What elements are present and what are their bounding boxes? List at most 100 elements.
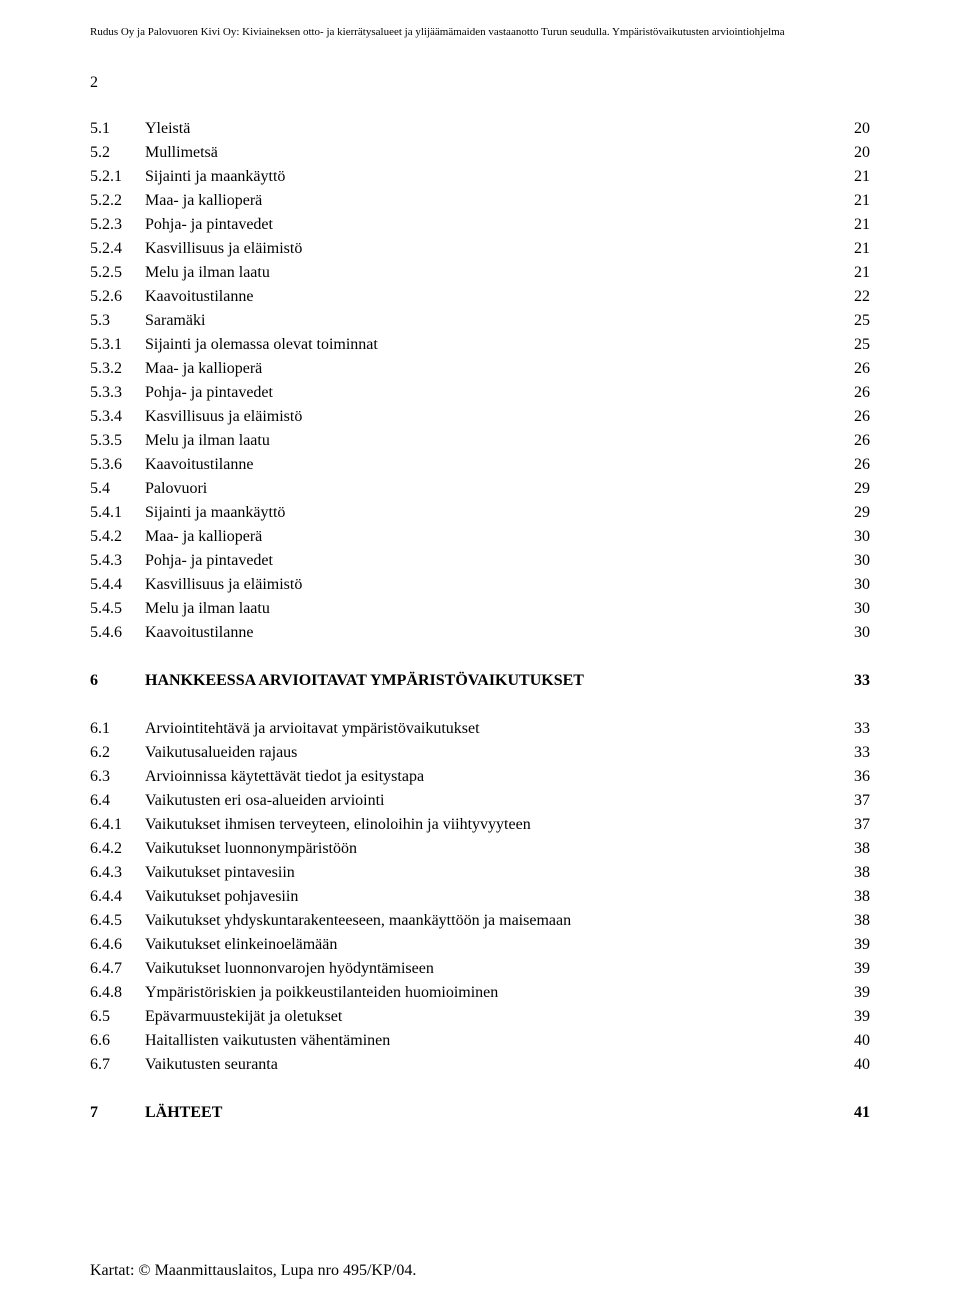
toc-number: 6.4.2 (90, 837, 145, 861)
toc-title: Sijainti ja olemassa olevat toiminnat (145, 333, 378, 357)
toc-title: Kasvillisuus ja eläimistö (145, 573, 302, 597)
toc-line: 5.4.6Kaavoitustilanne30 (90, 621, 870, 645)
toc-line: 6.4.7Vaikutukset luonnonvarojen hyödyntä… (90, 957, 870, 981)
toc-number: 5.3.6 (90, 453, 145, 477)
toc-line: 5.3.5Melu ja ilman laatu 26 (90, 429, 870, 453)
toc-line: 5.2Mullimetsä20 (90, 141, 870, 165)
toc-number: 6.4 (90, 789, 145, 813)
toc-line: 6.4.1Vaikutukset ihmisen terveyteen, eli… (90, 813, 870, 837)
toc-line: 5.2.6Kaavoitustilanne22 (90, 285, 870, 309)
toc-page: 39 (840, 957, 870, 981)
toc-title: Melu ja ilman laatu (145, 597, 270, 621)
toc-page: 37 (840, 813, 870, 837)
toc-title: Pohja- ja pintavedet (145, 213, 273, 237)
toc-number: 5.4.5 (90, 597, 145, 621)
toc-line: 6.4.2Vaikutukset luonnonympäristöön38 (90, 837, 870, 861)
toc-page: 26 (840, 357, 870, 381)
toc-page: 20 (840, 117, 870, 141)
toc-line: 5.2.4Kasvillisuus ja eläimistö21 (90, 237, 870, 261)
toc-number: 5.2.6 (90, 285, 145, 309)
toc-title: Kaavoitustilanne (145, 621, 253, 645)
toc-line: 6.4.3Vaikutukset pintavesiin38 (90, 861, 870, 885)
page-number: 2 (90, 74, 870, 92)
toc-title: Vaikutukset luonnonvarojen hyödyntämisee… (145, 957, 434, 981)
toc-number: 6.3 (90, 765, 145, 789)
toc-number: 5.2.1 (90, 165, 145, 189)
toc-number: 5.4.3 (90, 549, 145, 573)
toc-page: 26 (840, 429, 870, 453)
toc-title: Vaikutukset luonnonympäristöön (145, 837, 357, 861)
toc-page: 33 (840, 717, 870, 741)
toc-number: 5.2.5 (90, 261, 145, 285)
toc-page: 21 (840, 165, 870, 189)
toc-title: Saramäki (145, 309, 205, 333)
toc-number: 6.4.8 (90, 981, 145, 1005)
toc-title: Sijainti ja maankäyttö (145, 165, 285, 189)
toc-number: 6.6 (90, 1029, 145, 1053)
toc-number: 6.4.6 (90, 933, 145, 957)
toc-number: 5.3.4 (90, 405, 145, 429)
toc-line: 6.2Vaikutusalueiden rajaus 33 (90, 741, 870, 765)
toc-number: 5.4.1 (90, 501, 145, 525)
toc-page: 20 (840, 141, 870, 165)
toc-page: 25 (840, 333, 870, 357)
toc-number: 6.4.1 (90, 813, 145, 837)
toc-line: 5.3.6Kaavoitustilanne 26 (90, 453, 870, 477)
toc-title: Vaikutusten seuranta (145, 1053, 278, 1077)
toc-title: Kaavoitustilanne (145, 453, 253, 477)
toc-page: 40 (840, 1053, 870, 1077)
toc-line: 5.4.2Maa- ja kallioperä 30 (90, 525, 870, 549)
toc-title: Ympäristöriskien ja poikkeustilanteiden … (145, 981, 498, 1005)
toc-title: Vaikutusalueiden rajaus (145, 741, 297, 765)
toc-title: Pohja- ja pintavedet (145, 381, 273, 405)
toc-title: Epävarmuustekijät ja oletukset (145, 1005, 342, 1029)
toc-page: 21 (840, 213, 870, 237)
toc-page: 33 (840, 741, 870, 765)
toc-number: 5.4.4 (90, 573, 145, 597)
toc-page: 26 (840, 453, 870, 477)
toc-title: Haitallisten vaikutusten vähentäminen (145, 1029, 390, 1053)
toc-line: 6.3Arvioinnissa käytettävät tiedot ja es… (90, 765, 870, 789)
toc-section-7-heading: 7 LÄHTEET 41 (90, 1101, 870, 1125)
toc-title: Vaikutusten eri osa-alueiden arviointi (145, 789, 384, 813)
toc-page: 33 (840, 669, 870, 693)
toc-page: 38 (840, 909, 870, 933)
toc-line: 5.4.4Kasvillisuus ja eläimistö 30 (90, 573, 870, 597)
toc-page: 39 (840, 981, 870, 1005)
footer-text: Kartat: © Maanmittauslaitos, Lupa nro 49… (90, 1262, 416, 1280)
toc-number: 5.2 (90, 141, 145, 165)
toc-number: 6.4.4 (90, 885, 145, 909)
toc-page: 30 (840, 549, 870, 573)
toc-line: 6.4Vaikutusten eri osa-alueiden arvioint… (90, 789, 870, 813)
toc-number: 5.3.5 (90, 429, 145, 453)
toc-number: 6.2 (90, 741, 145, 765)
toc-page: 25 (840, 309, 870, 333)
toc-title: Yleistä (145, 117, 190, 141)
toc-title: Melu ja ilman laatu (145, 261, 270, 285)
toc-title: Maa- ja kallioperä (145, 525, 262, 549)
toc-line: 6.6Haitallisten vaikutusten vähentäminen… (90, 1029, 870, 1053)
toc-page: 26 (840, 405, 870, 429)
toc-page: 22 (840, 285, 870, 309)
toc-title: Melu ja ilman laatu (145, 429, 270, 453)
toc-page: 30 (840, 573, 870, 597)
toc-number: 5.3.1 (90, 333, 145, 357)
toc-page: 38 (840, 885, 870, 909)
toc-line: 5.2.1Sijainti ja maankäyttö 21 (90, 165, 870, 189)
toc-line: 5.3.3Pohja- ja pintavedet26 (90, 381, 870, 405)
toc-line: 6.4.4Vaikutukset pohjavesiin38 (90, 885, 870, 909)
toc-section-6: 6.1Arviointitehtävä ja arvioitavat ympär… (90, 717, 870, 1077)
toc-title: Arviointitehtävä ja arvioitavat ympärist… (145, 717, 480, 741)
toc-number: 5.4.2 (90, 525, 145, 549)
toc-number: 5.3.2 (90, 357, 145, 381)
toc-title: Vaikutukset yhdyskuntarakenteeseen, maan… (145, 909, 571, 933)
toc-page: 30 (840, 525, 870, 549)
toc-number: 6.7 (90, 1053, 145, 1077)
toc-number: 5.2.4 (90, 237, 145, 261)
toc-number: 5.1 (90, 117, 145, 141)
toc-number: 5.2.3 (90, 213, 145, 237)
toc-line: 5.2.2Maa- ja kallioperä21 (90, 189, 870, 213)
toc-page: 30 (840, 621, 870, 645)
toc-page: 30 (840, 597, 870, 621)
toc-number: 6 (90, 669, 145, 693)
